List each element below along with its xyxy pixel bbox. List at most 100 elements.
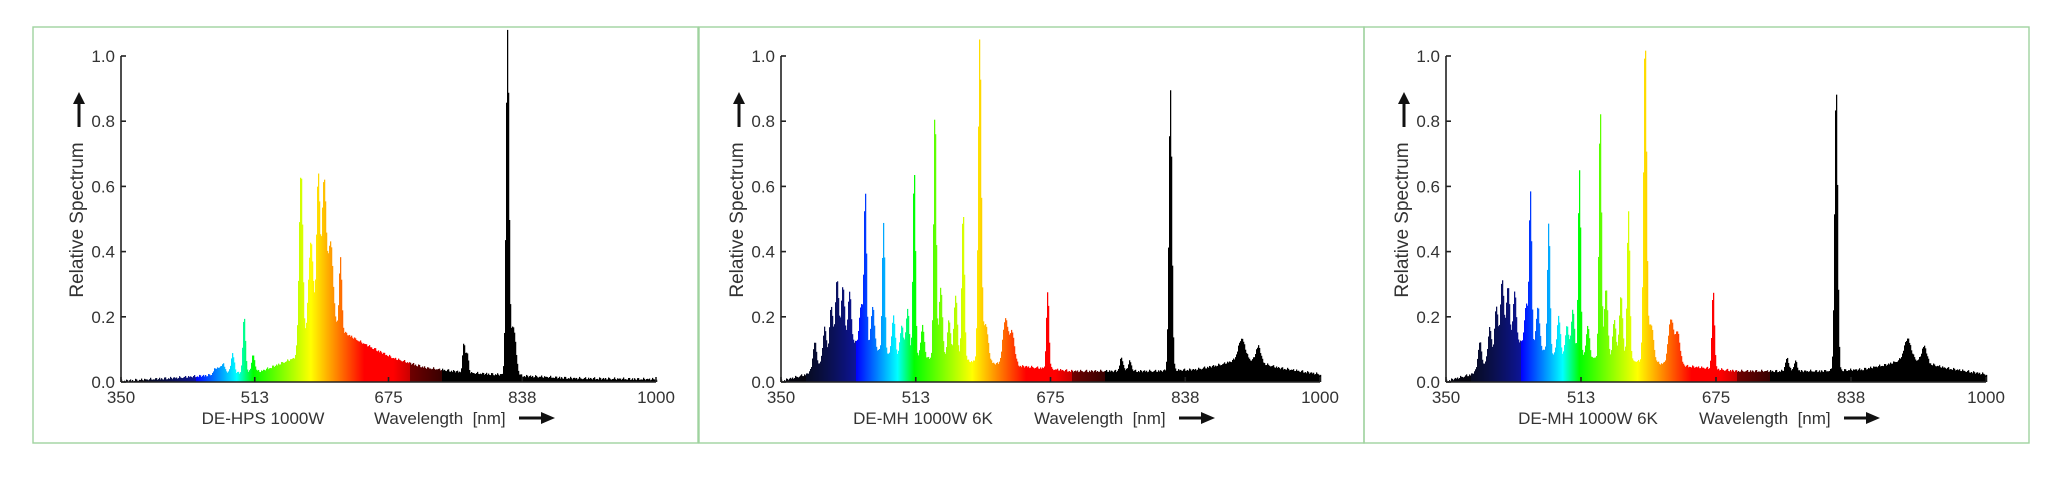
spectrum-slice — [1705, 368, 1707, 382]
spectrum-slice — [1466, 374, 1468, 382]
spectrum-slice — [1490, 330, 1492, 382]
spectrum-slice — [973, 360, 975, 382]
spectrum-slice — [1571, 321, 1573, 382]
spectrum-slice — [1747, 370, 1749, 382]
spectrum-slice — [1820, 372, 1822, 382]
spectrum-slice — [1855, 369, 1857, 382]
spectrum-slice — [290, 359, 292, 382]
spectrum-slice — [1290, 369, 1292, 382]
spectrum-slice — [397, 360, 399, 382]
spectrum-slice — [423, 367, 425, 382]
spectrum-slice — [245, 340, 247, 382]
spectrum-slice — [1003, 329, 1005, 382]
spectrum-slice — [555, 376, 557, 382]
spectrum-slice — [900, 333, 902, 382]
spectrum-slice — [940, 287, 942, 382]
spectrum-slice — [962, 223, 964, 382]
spectrum-slice — [1638, 359, 1640, 382]
spectrum-slice — [1082, 371, 1084, 382]
spectrum-slice — [618, 378, 620, 382]
spectrum-slice — [443, 370, 445, 382]
spectrum-slice — [1174, 363, 1176, 382]
spectrum-slice — [833, 326, 835, 382]
spectrum-slice — [1552, 353, 1554, 382]
spectrum-slice — [415, 364, 417, 382]
spectrum-slice — [273, 365, 275, 382]
spectrum-slice — [1093, 372, 1095, 382]
spectrum-slice — [162, 379, 164, 382]
spectrum-slice — [946, 347, 948, 382]
spectrum-slice — [150, 377, 152, 382]
spectrum-slice — [620, 378, 622, 382]
spectrum-slice — [438, 368, 440, 382]
spectrum-slice — [887, 353, 889, 382]
spectrum-slice — [217, 367, 219, 382]
spectrum-slice — [247, 369, 249, 382]
spectrum-slice — [603, 377, 605, 382]
spectrum-slice — [1263, 362, 1265, 382]
spectrum-slice — [1788, 362, 1790, 382]
spectrum-slice — [404, 360, 406, 382]
spectrum-slice — [213, 371, 215, 382]
spectrum-slice — [1774, 372, 1776, 382]
spectrum-slice — [535, 375, 537, 382]
spectrum-slice — [1907, 338, 1909, 382]
spectrum-slice — [1170, 90, 1172, 382]
spectrum-slice — [269, 368, 271, 382]
spectrum-slice — [1602, 306, 1604, 382]
spectrum-slice — [1945, 368, 1947, 382]
spectrum-slice — [279, 364, 281, 382]
spectrum-slice — [639, 379, 641, 382]
spectrum-slice — [1163, 370, 1165, 382]
spectrum-slice — [1650, 324, 1652, 382]
spectrum-slice — [1119, 365, 1121, 382]
spectrum-slice — [1795, 360, 1797, 382]
spectrum-slice — [1835, 110, 1837, 382]
y-arrow-head-icon — [1398, 92, 1410, 104]
spectrum-slice — [1246, 352, 1248, 382]
spectrum-slice — [1481, 351, 1483, 382]
spectrum-slice — [1273, 365, 1275, 382]
spectrum-slice — [1064, 371, 1066, 382]
spectrum-slice — [866, 253, 868, 382]
spectrum-slice — [1264, 363, 1266, 382]
spectrum-slice — [1822, 371, 1824, 382]
spectrum-slice — [1777, 372, 1779, 382]
x-tick-label: 675 — [1702, 388, 1730, 407]
spectrum-slice — [567, 378, 569, 382]
spectrum-slice — [1854, 369, 1856, 382]
spectrum-slice — [1916, 360, 1918, 382]
spectrum-slice — [1202, 368, 1204, 382]
spectrum-slice — [788, 380, 790, 382]
spectrum-slice — [311, 244, 313, 382]
spectrum-slice — [1043, 368, 1045, 382]
spectrum-slice — [1229, 361, 1231, 382]
spectrum-slice — [1889, 364, 1891, 382]
spectrum-slice — [163, 379, 165, 382]
lamp-caption: DE-MH 1000W 6K — [1518, 409, 1658, 428]
spectrum-slice — [378, 350, 380, 382]
spectrum-slice — [834, 324, 836, 382]
spectrum-slice — [1588, 329, 1590, 382]
spectrum-slice — [251, 362, 253, 382]
spectrum-slice — [149, 379, 151, 382]
spectrum-slice — [1931, 364, 1933, 382]
spectrum-slice — [374, 348, 376, 382]
spectrum-slice — [622, 378, 624, 382]
spectrum-slice — [1801, 370, 1803, 382]
spectrum-slice — [988, 342, 990, 382]
spectrum-slice — [1932, 365, 1934, 382]
spectrum-slice — [913, 193, 915, 382]
spectrum-slice — [1653, 339, 1655, 382]
spectrum-slice — [1677, 331, 1679, 382]
spectrum-slice — [642, 379, 644, 382]
spectrum-slice — [1476, 367, 1478, 382]
spectrum-slice — [825, 331, 827, 382]
spectrum-slice — [241, 365, 243, 382]
spectrum-slice — [648, 379, 650, 382]
spectrum-slice — [1832, 356, 1834, 382]
spectrum-slice — [643, 377, 645, 382]
spectrum-slice — [493, 375, 495, 382]
spectrum-slice — [1208, 367, 1210, 382]
spectrum-slice — [1544, 349, 1546, 382]
